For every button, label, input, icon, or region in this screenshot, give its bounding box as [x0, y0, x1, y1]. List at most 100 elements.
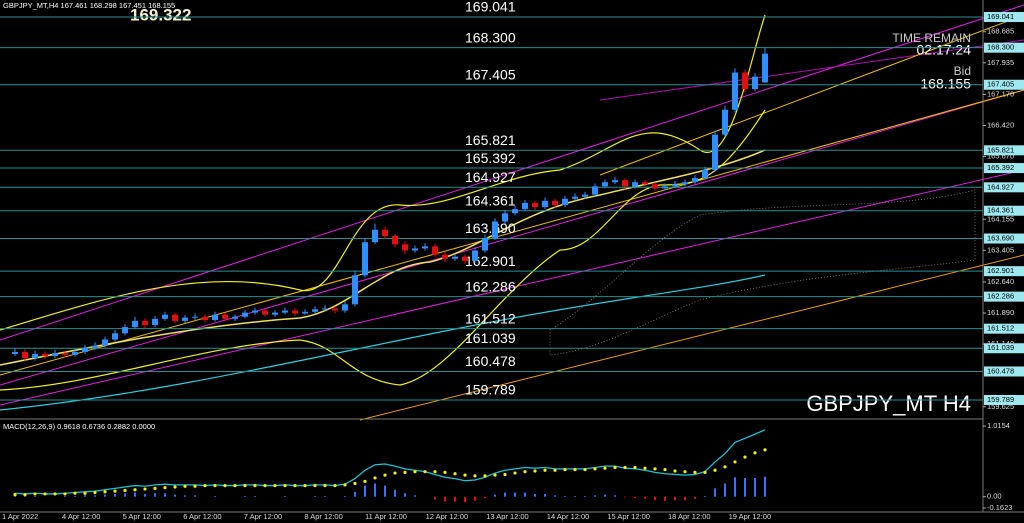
macd-signal-dot: [423, 470, 427, 474]
bid-label: Bid: [954, 64, 971, 78]
candle-body: [742, 72, 748, 90]
macd-signal-dot: [133, 488, 137, 492]
candle-body: [712, 134, 718, 170]
level-label: 168.300: [465, 29, 516, 45]
candle-body: [762, 53, 768, 83]
candle-body: [722, 109, 728, 135]
candle-body: [332, 308, 338, 311]
macd-signal-dot: [693, 470, 697, 474]
candle-body: [432, 246, 438, 255]
candle-body: [312, 309, 318, 312]
macd-signal-dot: [523, 470, 527, 474]
time-remain: 02:17:24: [917, 42, 972, 58]
macd-signal-dot: [533, 469, 537, 473]
macd-signal-dot: [613, 465, 617, 470]
candle-body: [412, 248, 418, 251]
macd-signal-dot: [343, 483, 347, 487]
candle-body: [652, 184, 658, 189]
candle-body: [442, 254, 448, 259]
macd-signal-dot: [73, 491, 77, 495]
candle-body: [682, 182, 688, 185]
y-tick-label: 163.405: [987, 245, 1014, 254]
macd-signal-dot: [293, 483, 297, 488]
macd-signal-dot: [323, 483, 327, 488]
trend-line: [0, 89, 1024, 376]
macd-signal-dot: [193, 484, 197, 488]
candle-body: [302, 311, 308, 314]
macd-signal-dot: [633, 465, 637, 470]
macd-signal-dot: [233, 483, 237, 488]
candle-body: [482, 238, 488, 251]
level-axis-label: 162.286: [987, 292, 1014, 301]
candle-body: [92, 345, 98, 348]
x-tick-label: 19 Apr 12:00: [729, 512, 772, 521]
macd-signal-dot: [223, 483, 227, 488]
macd-signal-dot: [703, 470, 707, 474]
macd-signal-dot: [713, 468, 717, 472]
candle-body: [562, 198, 568, 205]
candle-body: [52, 353, 58, 357]
level-label: 163.690: [465, 220, 516, 236]
candle-body: [672, 184, 678, 187]
level-axis-box: [984, 266, 1024, 277]
macd-signal-dot: [283, 483, 287, 488]
moving-average: [0, 149, 766, 366]
macd-signal-dot: [83, 491, 87, 495]
candle-body: [322, 308, 328, 310]
candle-body: [82, 347, 88, 352]
macd-signal-dot: [743, 455, 747, 459]
macd-signal-dot: [93, 490, 97, 495]
macd-signal-dot: [163, 486, 167, 490]
macd-signal-dot: [503, 472, 507, 477]
candle-body: [122, 327, 128, 334]
level-axis-label: 164.361: [987, 206, 1014, 215]
macd-signal-dot: [273, 483, 277, 488]
candle-body: [522, 202, 528, 210]
candle-body: [392, 236, 398, 245]
macd-signal-dot: [753, 451, 757, 455]
candle-body: [592, 186, 598, 195]
candle-body: [362, 242, 368, 276]
macd-signal-dot: [173, 485, 177, 489]
level-axis-box: [984, 182, 1024, 193]
level-axis-label: 159.789: [987, 395, 1014, 404]
macd-signal-dot: [643, 466, 647, 470]
macd-tick-label: -0.1623: [987, 503, 1012, 512]
level-label: 165.392: [465, 150, 516, 166]
macd-signal-dot: [473, 474, 477, 478]
level-axis-box: [984, 205, 1024, 216]
y-tick-label: 164.155: [987, 214, 1014, 223]
macd-signal-dot: [563, 467, 567, 472]
macd-signal-dot: [583, 467, 587, 472]
candle-body: [532, 202, 538, 208]
candle-body: [702, 169, 708, 179]
candle-body: [632, 182, 638, 187]
macd-signal-dot: [663, 467, 667, 472]
candle-body: [212, 314, 218, 321]
macd-signal-dot: [213, 483, 217, 488]
level-axis-label: 161.512: [987, 324, 1014, 333]
macd-signal-dot: [603, 466, 607, 470]
candle-body: [32, 354, 38, 359]
candle-body: [152, 318, 158, 326]
level-axis-box: [984, 343, 1024, 354]
y-tick-label: 161.890: [987, 308, 1014, 317]
channel-line: [0, 169, 1024, 406]
big-price: 169.322: [130, 5, 191, 24]
macd-signal-dot: [463, 473, 467, 477]
x-tick-label: 4 Apr 12:00: [62, 512, 100, 521]
level-axis-label: 161.039: [987, 343, 1014, 352]
macd-signal-dot: [43, 492, 47, 496]
channel-line: [599, 39, 1024, 101]
symbol-header: GBPJPY_MT,H4 167.461 168.298 167.451 168…: [3, 1, 175, 10]
macd-signal-dot: [573, 467, 577, 472]
macd-signal-dot: [373, 476, 377, 480]
candle-body: [262, 310, 268, 315]
level-label: 161.039: [465, 330, 516, 346]
candle-body: [242, 312, 248, 317]
candle-body: [12, 351, 18, 355]
macd-signal-dot: [363, 479, 367, 484]
channel-line: [0, 4, 1024, 341]
candle-body: [142, 320, 148, 326]
